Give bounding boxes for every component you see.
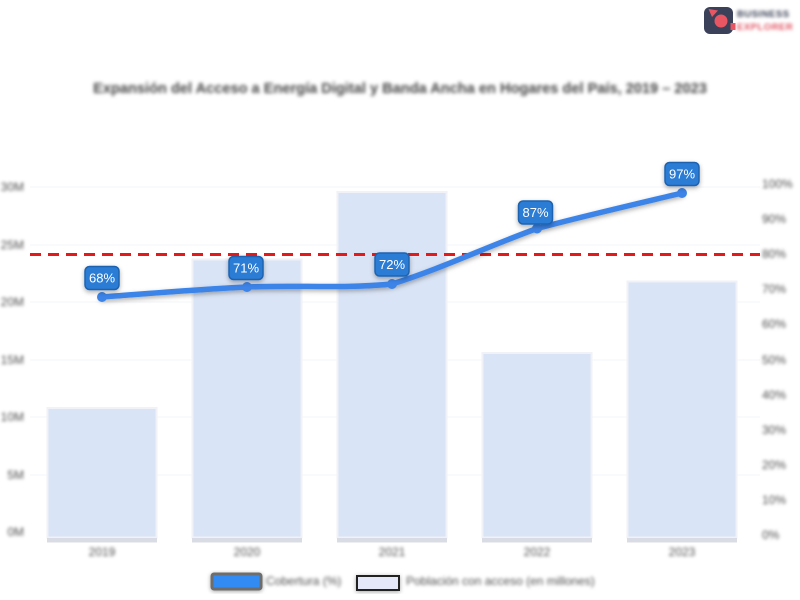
svg-text:87%: 87% [522, 205, 548, 220]
svg-text:97%: 97% [669, 167, 695, 182]
svg-text:68%: 68% [89, 271, 115, 286]
svg-text:71%: 71% [233, 261, 259, 276]
svg-text:72%: 72% [379, 257, 405, 272]
